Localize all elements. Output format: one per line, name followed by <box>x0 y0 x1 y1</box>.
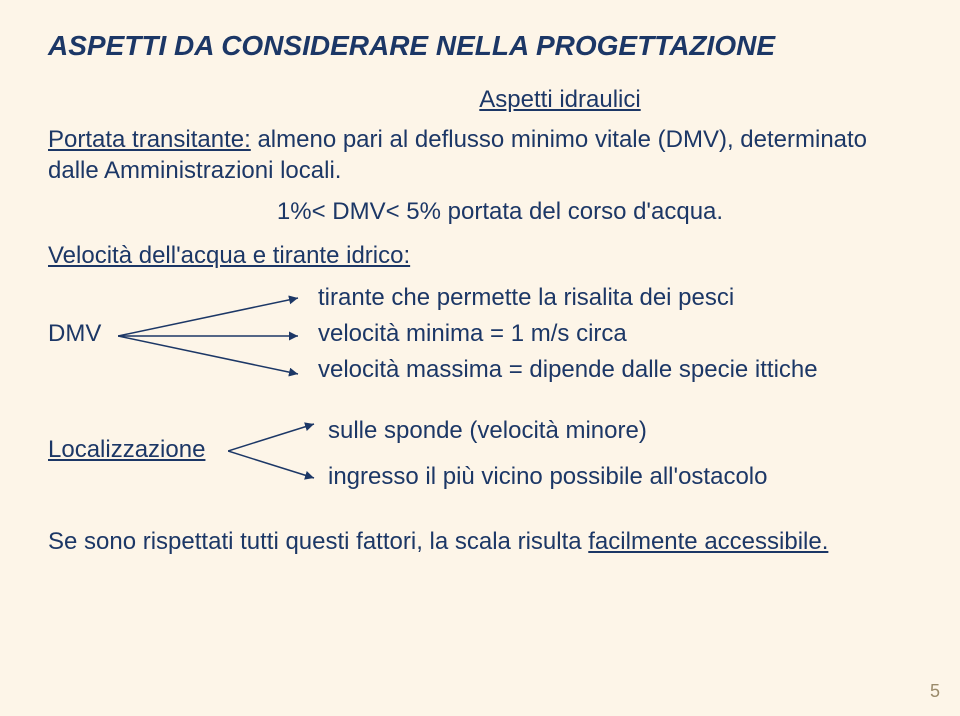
slide: ASPETTI DA CONSIDERARE NELLA PROGETTAZIO… <box>0 0 960 716</box>
dmv-line-3: velocità massima = dipende dalle specie … <box>318 352 958 388</box>
localizzazione-arrows-icon <box>228 416 324 486</box>
dmv-line-1: tirante che permette la risalita dei pes… <box>318 280 958 316</box>
dmv-range-line: 1%< DMV< 5% portata del corso d'acqua. <box>88 196 912 227</box>
velocita-block: Velocità dell'acqua e tirante idrico: DM… <box>48 242 912 390</box>
final-pre: Se sono rispettati tutti questi fattori,… <box>48 528 588 555</box>
portata-paragraph: Portata transitante: almeno pari al defl… <box>48 124 912 186</box>
velocita-title: Velocità dell'acqua e tirante idrico: <box>48 242 912 270</box>
localizzazione-lines: sulle sponde (velocità minore) ingresso … <box>328 408 767 502</box>
slide-title: ASPETTI DA CONSIDERARE NELLA PROGETTAZIO… <box>48 30 912 62</box>
portata-label: Portata transitante: <box>48 126 251 153</box>
dmv-row: DMV tirante che permette la risalita dei… <box>48 280 912 390</box>
final-underline: facilmente accessibile. <box>588 528 828 555</box>
final-sentence: Se sono rispettati tutti questi fattori,… <box>48 528 912 556</box>
page-number: 5 <box>930 681 940 702</box>
dmv-line-2: velocità minima = 1 m/s circa <box>318 316 958 352</box>
section-subhead: Aspetti idraulici <box>208 86 912 114</box>
dmv-label: DMV <box>48 320 101 348</box>
dmv-arrows-icon <box>118 288 308 384</box>
loc-line-2: ingresso il più vicino possibile all'ost… <box>328 454 767 501</box>
localizzazione-label: Localizzazione <box>48 436 205 464</box>
loc-line-1: sulle sponde (velocità minore) <box>328 408 767 455</box>
dmv-lines: tirante che permette la risalita dei pes… <box>318 280 958 388</box>
localizzazione-block: Localizzazione sulle sponde (velocità mi… <box>48 408 912 498</box>
